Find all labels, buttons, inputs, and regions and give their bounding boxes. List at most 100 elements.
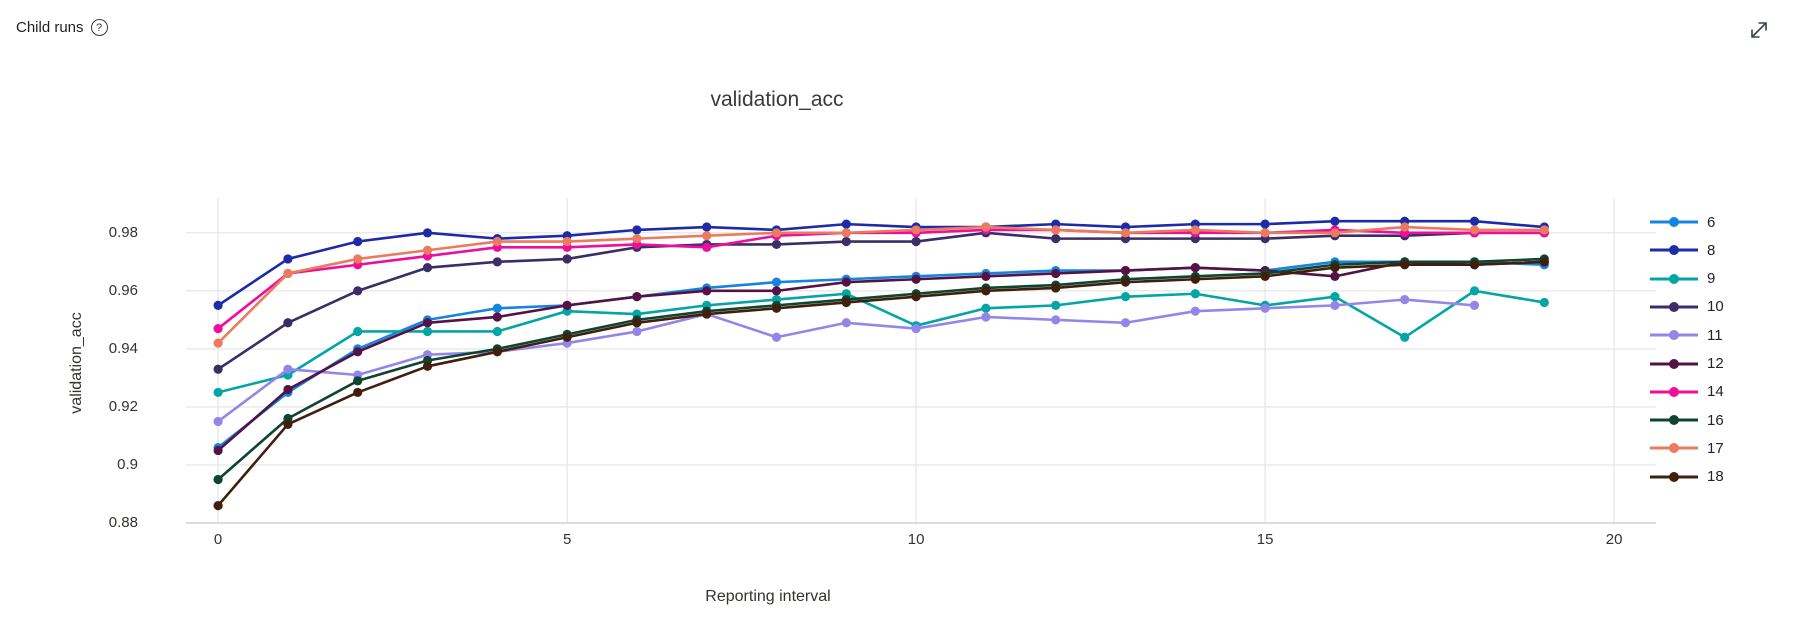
series-marker-12 — [1051, 268, 1061, 279]
series-marker-9 — [353, 326, 363, 337]
legend-label: 10 — [1707, 298, 1724, 316]
y-tick-label: 0.9 — [117, 455, 138, 473]
x-tick-label: 15 — [1256, 531, 1274, 548]
series-marker-11 — [841, 318, 851, 328]
series-marker-10 — [1051, 234, 1061, 244]
series-marker-14 — [213, 323, 223, 334]
series-marker-18 — [1120, 277, 1131, 287]
legend-item-17[interactable]: 17 — [1648, 438, 1724, 458]
legend-item-8[interactable]: 8 — [1648, 240, 1715, 260]
series-marker-11 — [632, 326, 642, 337]
series-marker-17 — [981, 222, 991, 232]
legend-swatch-icon — [1650, 443, 1698, 454]
series-marker-8 — [632, 225, 642, 235]
series-marker-18 — [562, 332, 572, 342]
series-marker-17 — [1330, 228, 1340, 238]
series-line-18 — [217, 260, 1545, 507]
series-marker-11 — [1190, 306, 1200, 316]
series-marker-9 — [1469, 286, 1480, 296]
series-marker-12 — [1190, 263, 1200, 273]
series-marker-11 — [981, 312, 991, 322]
series-marker-10 — [213, 364, 223, 374]
legend-item-12[interactable]: 12 — [1648, 354, 1724, 374]
series-marker-12 — [632, 292, 642, 302]
series-marker-18 — [1469, 260, 1480, 270]
series-marker-11 — [1120, 318, 1131, 328]
series-marker-10 — [841, 236, 851, 247]
series-marker-11 — [1330, 300, 1340, 310]
series-line-9 — [217, 289, 1545, 394]
legend-swatch-icon — [1650, 245, 1698, 256]
series-line-10 — [217, 231, 1545, 371]
series-marker-17 — [841, 228, 851, 238]
legend-label: 6 — [1707, 213, 1716, 231]
legend-item-9[interactable]: 9 — [1648, 269, 1715, 289]
series-marker-9 — [981, 303, 991, 313]
series-marker-12 — [353, 347, 363, 357]
legend-label: 16 — [1707, 411, 1724, 429]
series-line-8 — [217, 219, 1545, 307]
series-marker-12 — [911, 274, 921, 284]
legend-item-14[interactable]: 14 — [1648, 382, 1724, 402]
panel-header: Child runs ? — [16, 19, 108, 36]
series-marker-18 — [702, 309, 712, 319]
series-line-17 — [217, 225, 1545, 345]
series-marker-18 — [1400, 260, 1410, 270]
series-marker-10 — [353, 286, 363, 296]
legend-item-16[interactable]: 16 — [1648, 410, 1724, 430]
series-marker-17 — [1400, 222, 1410, 232]
series-line-11 — [217, 298, 1475, 423]
series-marker-11 — [213, 416, 223, 427]
series-marker-8 — [1469, 216, 1480, 226]
legend-label: 17 — [1707, 439, 1724, 457]
series-marker-12 — [981, 271, 991, 281]
series-marker-12 — [562, 300, 572, 310]
help-icon[interactable]: ? — [90, 19, 108, 36]
series-marker-11 — [771, 332, 782, 342]
legend-swatch-icon — [1650, 301, 1698, 312]
series-marker-10 — [422, 263, 433, 273]
series-marker-8 — [702, 222, 712, 232]
series-marker-12 — [1330, 271, 1340, 281]
series-marker-17 — [422, 245, 433, 255]
series-marker-17 — [911, 225, 921, 235]
series-marker-18 — [771, 303, 782, 313]
series-marker-17 — [702, 231, 712, 241]
series-line-14 — [217, 228, 1545, 330]
series-marker-9 — [492, 326, 502, 337]
series-line-12 — [217, 260, 1545, 452]
legend-item-6[interactable]: 6 — [1648, 212, 1715, 232]
series-marker-9 — [1539, 297, 1549, 308]
series-marker-12 — [213, 445, 223, 456]
x-tick-label: 0 — [213, 531, 223, 548]
legend-label: 12 — [1707, 355, 1724, 372]
series-marker-14 — [702, 242, 712, 252]
series-marker-6 — [771, 277, 782, 287]
series-marker-17 — [1120, 228, 1131, 238]
legend-swatch-icon — [1650, 358, 1698, 369]
legend-item-11[interactable]: 11 — [1648, 325, 1723, 345]
series-line-16 — [217, 257, 1545, 481]
y-tick-label: 0.96 — [108, 281, 138, 299]
series-marker-12 — [841, 277, 851, 287]
series-marker-12 — [1120, 265, 1131, 276]
legend-label: 8 — [1707, 241, 1716, 259]
series-marker-18 — [1539, 257, 1549, 267]
series-marker-18 — [492, 347, 502, 357]
series-marker-17 — [1539, 225, 1549, 235]
series-marker-8 — [213, 300, 223, 310]
series-marker-17 — [353, 254, 363, 264]
series-marker-18 — [981, 286, 991, 296]
series-marker-17 — [1260, 228, 1270, 238]
expand-icon[interactable] — [1747, 18, 1771, 42]
series-marker-17 — [283, 268, 293, 279]
y-tick-label: 0.92 — [108, 397, 138, 415]
series-marker-6 — [492, 303, 502, 313]
legend-item-10[interactable]: 10 — [1648, 297, 1724, 317]
legend-item-18[interactable]: 18 — [1648, 467, 1724, 487]
series-marker-9 — [1120, 292, 1131, 302]
series-marker-18 — [1330, 263, 1340, 273]
series-marker-11 — [911, 323, 921, 334]
legend-label: 14 — [1707, 383, 1724, 401]
